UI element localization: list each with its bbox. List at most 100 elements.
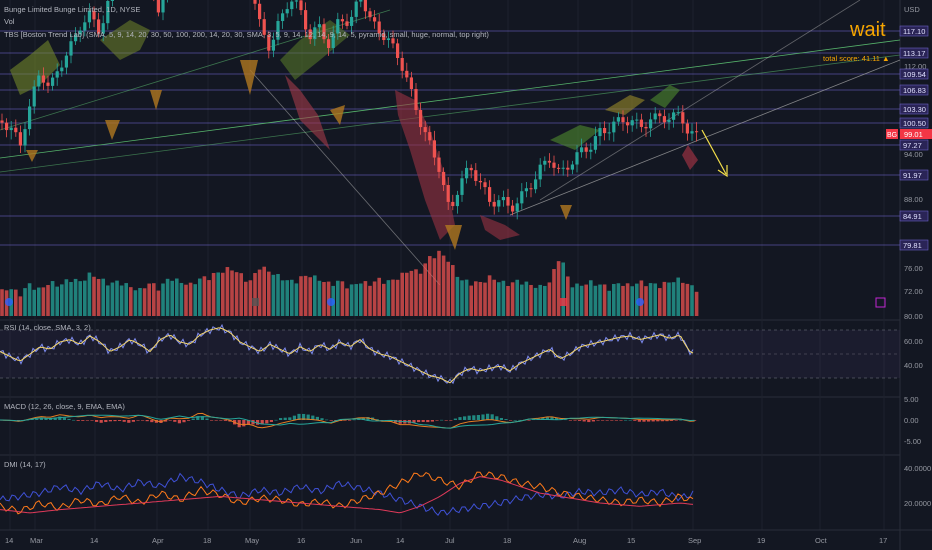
candle <box>156 0 160 13</box>
indicator-axes: 60.00 40.00 5.00 0.00 -5.00 40.0000 20.0… <box>904 337 931 508</box>
volume-bar <box>285 280 289 316</box>
volume-bar <box>395 279 400 316</box>
macd-bar <box>246 420 250 425</box>
macd-bar <box>311 415 315 420</box>
candle <box>386 38 390 41</box>
time-tick: Oct <box>815 536 828 545</box>
candle <box>649 119 653 129</box>
price-tick: 72.00 <box>904 287 923 296</box>
candle <box>382 33 386 41</box>
candle <box>161 0 165 13</box>
volume-bar <box>234 272 239 316</box>
volume-bar <box>78 281 82 316</box>
candle <box>78 30 82 35</box>
current-price-label <box>900 129 932 139</box>
level-label: 100.50 <box>903 119 926 128</box>
volume-bar <box>87 272 92 316</box>
macd-bar <box>458 417 462 420</box>
price-level-lines <box>0 30 900 246</box>
price-tick: 94.00 <box>904 150 923 159</box>
volume-bar <box>685 283 690 316</box>
volume-bar <box>41 287 46 316</box>
volume-bar <box>570 287 575 316</box>
symbol-badge-text: BG <box>887 132 897 139</box>
volume-bar <box>138 288 142 316</box>
macd-bar <box>283 417 287 420</box>
candle <box>547 160 551 163</box>
candle <box>87 10 91 23</box>
macd-bar <box>614 420 618 421</box>
time-tick: Apr <box>152 536 164 545</box>
candle <box>271 39 275 51</box>
volume-bar <box>0 289 4 316</box>
macd-bar <box>242 420 246 427</box>
macd-bar <box>306 414 310 420</box>
candle <box>538 164 542 180</box>
candle <box>336 19 340 34</box>
volume-bar <box>359 283 363 316</box>
macd-bar <box>417 420 421 423</box>
macd-tick: -5.00 <box>904 437 921 446</box>
volume-bar <box>630 286 634 316</box>
macd-bar <box>444 420 448 421</box>
candle <box>290 1 294 10</box>
candle <box>350 16 354 26</box>
candle <box>492 201 496 207</box>
candle <box>60 67 64 72</box>
volume-bar <box>244 281 248 316</box>
candle <box>543 160 547 165</box>
volume-bar <box>478 281 483 316</box>
macd-bar <box>573 420 577 421</box>
macd-bar <box>637 420 641 422</box>
macd-bar <box>182 420 186 423</box>
volume-bar <box>552 269 556 316</box>
time-axis[interactable]: 14 Mar 14 Apr 18 May 16 Jun 14 Jul 18 Aug 15 Sep 19 Oct… <box>5 536 887 545</box>
price-tick: 76.00 <box>904 264 923 273</box>
level-badge <box>899 169 929 181</box>
volume-bar <box>506 285 510 316</box>
macd-bar <box>435 420 439 421</box>
candle <box>626 122 630 126</box>
volume-bar <box>621 285 625 316</box>
volume-bar <box>83 280 87 316</box>
volume-bar <box>299 276 303 316</box>
candle <box>64 55 68 68</box>
candle <box>285 9 289 14</box>
volume-bar <box>446 261 450 316</box>
macd-bar <box>375 419 379 420</box>
macd-bar <box>481 414 485 420</box>
macd-bar <box>430 420 434 422</box>
volume-bar <box>363 281 368 316</box>
candle <box>253 0 257 4</box>
macd-bar <box>62 417 66 420</box>
macd-bar <box>223 420 227 421</box>
price-axis[interactable]: USD 112.00 94.00 88.00 76.00 72.00 80.00… <box>886 5 932 321</box>
macd-bar <box>596 420 600 421</box>
time-tick: 18 <box>503 536 511 545</box>
volume-bar <box>423 263 427 316</box>
volume-bar <box>474 281 478 316</box>
macd-pane <box>0 412 697 429</box>
volume-bar <box>340 281 345 316</box>
candle <box>304 10 308 30</box>
macd-bar <box>591 420 595 422</box>
volume-bar <box>694 291 699 316</box>
macd-bar <box>53 417 57 420</box>
price-tick: 88.00 <box>904 195 923 204</box>
macd-bar <box>237 420 241 428</box>
candle <box>363 0 367 12</box>
volume-bar <box>253 273 257 316</box>
candle <box>258 3 262 20</box>
volume-bar <box>612 283 616 316</box>
volume-bar <box>405 272 409 316</box>
candle <box>695 131 699 133</box>
volume-bar <box>161 283 165 316</box>
macd-bar <box>72 419 76 421</box>
candle <box>37 75 41 87</box>
volume-bar <box>386 280 391 316</box>
macd-bar <box>265 420 269 424</box>
volume-bar <box>575 283 579 316</box>
macd-bar <box>357 418 361 420</box>
level-label: 113.17 <box>903 49 925 58</box>
